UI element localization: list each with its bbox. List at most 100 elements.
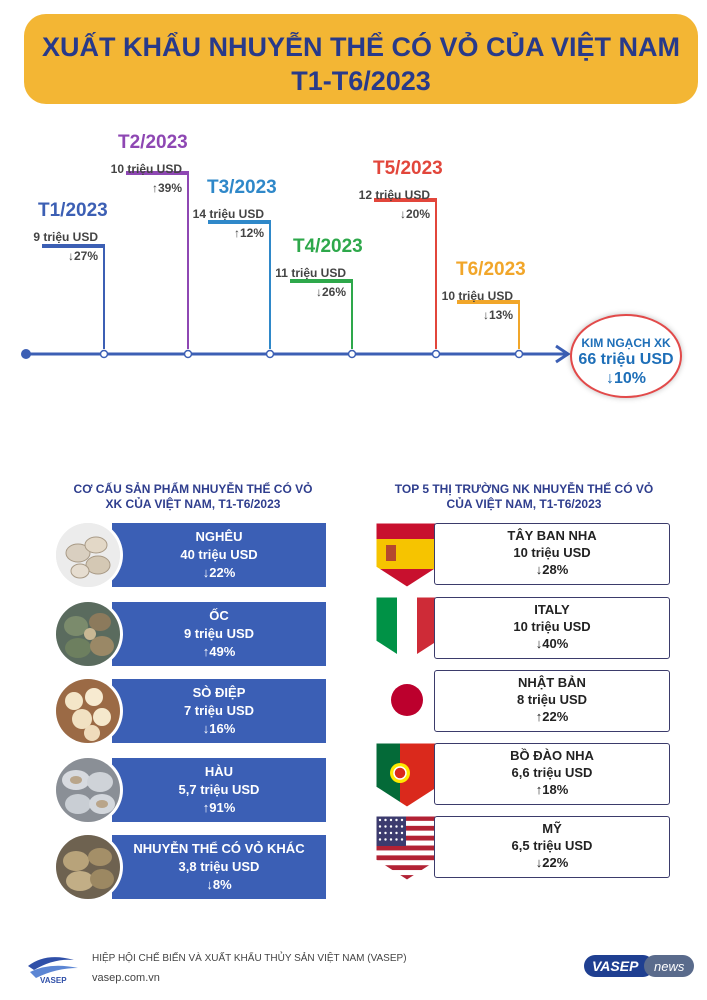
portugal-flag-icon bbox=[376, 743, 438, 807]
product-name: ỐC bbox=[209, 608, 229, 623]
vasep-news-logo: VASEP news bbox=[584, 955, 694, 977]
market-name: TÂY BAN NHA bbox=[507, 528, 597, 543]
market-card: TÂY BAN NHA 10 triệu USD ↓28% bbox=[376, 523, 672, 587]
timeline-month-label: T2/2023 bbox=[118, 132, 188, 153]
summary-total: 66 triệu USD bbox=[578, 351, 674, 368]
market-card: BỒ ĐÀO NHA 6,6 triệu USD ↑18% bbox=[376, 743, 672, 807]
timeline-month-change: ↑12% bbox=[233, 226, 264, 240]
market-card: NHẬT BẢN 8 triệu USD ↑22% bbox=[376, 670, 672, 734]
timeline-month-change: ↓13% bbox=[482, 308, 513, 322]
product-card: HÀU 5,7 triệu USD ↑91% bbox=[56, 758, 326, 822]
timeline-dot-3 bbox=[265, 349, 275, 359]
japan-flag-icon bbox=[376, 670, 438, 734]
timeline-dot-2 bbox=[183, 349, 193, 359]
timeline-dot-5 bbox=[431, 349, 441, 359]
usa-flag-icon bbox=[376, 816, 438, 880]
timeline-arrow-icon bbox=[555, 344, 571, 364]
product-change: ↓16% bbox=[202, 721, 236, 736]
svg-text:news: news bbox=[654, 959, 685, 974]
market-value: 6,6 triệu USD bbox=[511, 765, 593, 780]
timeline-start-dot bbox=[21, 349, 31, 359]
timeline-month-label: T1/2023 bbox=[38, 200, 108, 221]
product-name: SÒ ĐIỆP bbox=[192, 685, 246, 700]
market-card: MỸ 6,5 triệu USD ↓22% bbox=[376, 816, 672, 880]
product-bar bbox=[112, 835, 326, 899]
product-bar bbox=[112, 679, 326, 743]
product-bar bbox=[112, 523, 326, 587]
product-change: ↑49% bbox=[202, 644, 236, 659]
timeline-month-change: ↓27% bbox=[67, 249, 98, 263]
timeline-month-label: T4/2023 bbox=[293, 236, 363, 257]
market-name: NHẬT BẢN bbox=[518, 675, 586, 690]
product-name: NGHÊU bbox=[195, 529, 243, 544]
timeline-month-change: ↓26% bbox=[315, 285, 346, 299]
product-bar bbox=[112, 602, 326, 666]
market-info-box: BỒ ĐÀO NHA 6,6 triệu USD ↑18% bbox=[434, 743, 670, 805]
product-value: 40 triệu USD bbox=[180, 547, 258, 562]
product-bar bbox=[112, 758, 326, 822]
svg-text:VASEP: VASEP bbox=[592, 958, 639, 974]
product-change: ↑91% bbox=[202, 800, 236, 815]
market-info-box: MỸ 6,5 triệu USD ↓22% bbox=[434, 816, 670, 878]
timeline-dot-1 bbox=[99, 349, 109, 359]
clam-icon bbox=[56, 523, 120, 587]
vasep-logo: VASEP bbox=[28, 957, 78, 985]
abalone-icon bbox=[56, 835, 120, 899]
timeline-dot-6 bbox=[514, 349, 524, 359]
product-value: 9 triệu USD bbox=[183, 626, 255, 641]
product-value: 3,8 triệu USD bbox=[178, 859, 260, 874]
product-card: NHUYỄN THỂ CÓ VỎ KHÁC 3,8 triệu USD ↓8% bbox=[56, 835, 326, 899]
product-card: NGHÊU 40 triệu USD ↓22% bbox=[56, 523, 326, 587]
timeline-month-value: 10 triệu USD bbox=[441, 289, 513, 303]
timeline-month-change: ↑39% bbox=[151, 181, 182, 195]
timeline-month-value: 14 triệu USD bbox=[192, 207, 264, 221]
timeline-month-value: 9 triệu USD bbox=[33, 230, 98, 244]
market-info-box: TÂY BAN NHA 10 triệu USD ↓28% bbox=[434, 523, 670, 585]
market-change: ↑18% bbox=[535, 782, 569, 797]
market-info-box: ITALY 10 triệu USD ↓40% bbox=[434, 597, 670, 659]
market-value: 8 triệu USD bbox=[516, 692, 588, 707]
timeline-month-value: 12 triệu USD bbox=[358, 188, 430, 202]
markets-section-title: TOP 5 THỊ TRƯỜNG NK NHUYỄN THỂ CÓ VỎ CỦA… bbox=[394, 482, 654, 511]
market-info-box: NHẬT BẢN 8 triệu USD ↑22% bbox=[434, 670, 670, 732]
header-banner: XUẤT KHẨU NHUYỄN THỂ CÓ VỎ CỦA VIỆT NAM … bbox=[24, 14, 698, 104]
timeline-graphic bbox=[21, 171, 571, 364]
page-title: XUẤT KHẨU NHUYỄN THỂ CÓ VỎ CỦA VIỆT NAM bbox=[41, 32, 681, 62]
market-change: ↓22% bbox=[535, 855, 569, 870]
page-subtitle: T1-T6/2023 bbox=[291, 66, 431, 96]
market-change: ↓40% bbox=[535, 636, 569, 651]
market-name: BỒ ĐÀO NHA bbox=[510, 748, 594, 763]
timeline-month-label: T5/2023 bbox=[373, 158, 443, 179]
timeline-month-value: 10 triệu USD bbox=[110, 162, 182, 176]
product-card: SÒ ĐIỆP 7 triệu USD ↓16% bbox=[56, 679, 326, 743]
timeline-month-change: ↓20% bbox=[399, 207, 430, 221]
product-change: ↓22% bbox=[202, 565, 236, 580]
market-value: 10 triệu USD bbox=[513, 545, 591, 560]
summary-badge: KIM NGẠCH XK 66 triệu USD ↓10% bbox=[570, 314, 682, 398]
oyster-icon bbox=[56, 758, 120, 822]
market-value: 10 triệu USD bbox=[513, 619, 591, 634]
svg-text:VASEP: VASEP bbox=[40, 976, 67, 985]
product-name: NHUYỄN THỂ CÓ VỎ KHÁC bbox=[133, 841, 305, 856]
market-change: ↑22% bbox=[535, 709, 569, 724]
product-name: HÀU bbox=[204, 764, 234, 779]
market-name: ITALY bbox=[534, 602, 570, 617]
snail-icon bbox=[56, 602, 120, 666]
product-change: ↓8% bbox=[206, 877, 232, 892]
summary-change: ↓10% bbox=[605, 370, 647, 387]
summary-label: KIM NGẠCH XK bbox=[581, 336, 671, 350]
market-value: 6,5 triệu USD bbox=[511, 838, 593, 853]
footer-website[interactable]: vasep.com.vn bbox=[92, 972, 160, 984]
product-card: ỐC 9 triệu USD ↑49% bbox=[56, 602, 326, 666]
italy-flag-icon bbox=[376, 597, 438, 661]
timeline-dot-4 bbox=[347, 349, 357, 359]
timeline-month-label: T3/2023 bbox=[207, 177, 277, 198]
scallop-icon bbox=[56, 679, 120, 743]
market-name: MỸ bbox=[542, 821, 562, 836]
market-change: ↓28% bbox=[535, 562, 569, 577]
timeline-month-label: T6/2023 bbox=[456, 259, 526, 280]
spain-flag-icon bbox=[376, 523, 438, 587]
market-card: ITALY 10 triệu USD ↓40% bbox=[376, 597, 672, 661]
timeline-month-value: 11 triệu USD bbox=[275, 266, 346, 280]
